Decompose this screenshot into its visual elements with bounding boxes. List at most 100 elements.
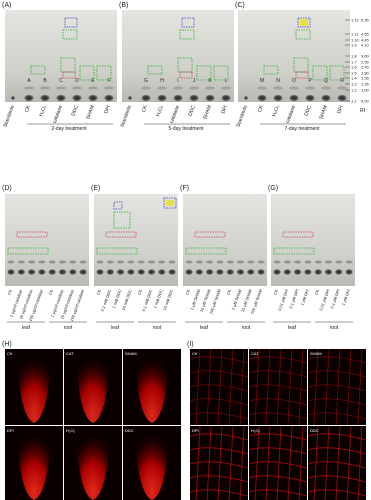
cell-wall: [307, 425, 367, 500]
group-label: leaf: [288, 325, 297, 331]
band: [289, 86, 299, 90]
rf-value: 3.60: [361, 54, 370, 59]
marker-box: [147, 65, 163, 75]
lane-letter: H: [160, 78, 164, 84]
rf-value: 1.55: [361, 76, 370, 81]
spot: [185, 260, 193, 264]
panel-label: (H): [2, 341, 12, 348]
lane-letter: N: [276, 78, 280, 84]
lane-letter: B: [43, 78, 47, 84]
marker-box: [312, 65, 328, 81]
rf-value: 4.65: [361, 32, 370, 37]
lane-label: Standards: [2, 104, 16, 128]
lane-label: CK: [95, 288, 102, 295]
marker-box: [194, 231, 226, 238]
lane-label: catalase: [285, 104, 297, 124]
rf-value: 5.35: [361, 18, 370, 23]
lane-label: 0.1 μM DPI: [288, 289, 300, 310]
band: [257, 86, 267, 90]
lane-label: 0.1 mM DDC: [141, 289, 154, 313]
band: [157, 86, 167, 90]
spot: [337, 94, 347, 102]
lane-letter: E: [91, 78, 95, 84]
band: [104, 86, 114, 90]
marker-box: [163, 197, 177, 209]
spot: [11, 96, 15, 100]
spot: [141, 94, 151, 102]
panel-label: (A): [2, 2, 11, 9]
marker-box: [105, 231, 137, 238]
rf-value: 1.35: [361, 82, 370, 87]
lane-label: CK: [137, 288, 144, 295]
treatment-label: 2-day treatment: [51, 126, 87, 132]
lane-label: CK: [24, 104, 32, 113]
panel-label: (D): [2, 185, 12, 192]
spot: [127, 260, 135, 264]
image-label: DPI: [7, 428, 14, 433]
spot: [58, 269, 67, 275]
rf-id: 1.8: [351, 54, 357, 59]
rf-id: 1.12: [351, 18, 360, 23]
spot: [7, 260, 15, 264]
spot: [37, 269, 46, 275]
micrograph: [249, 349, 307, 425]
lane-letter: L: [225, 78, 228, 84]
spot: [27, 269, 36, 275]
cell-wall: [189, 348, 249, 426]
spot: [117, 260, 125, 264]
cell-wall: [307, 425, 367, 500]
spot: [273, 260, 281, 264]
spot: [314, 269, 323, 275]
lane-label: H₂O₂: [271, 105, 281, 118]
spot: [244, 96, 248, 100]
group-label: root: [64, 325, 73, 331]
lane-label: SHAM: [318, 105, 329, 121]
image-label: H₂O₂: [251, 428, 261, 433]
spot: [168, 260, 176, 264]
spot: [226, 260, 234, 264]
cell-wall: [307, 348, 367, 426]
spot: [28, 260, 36, 264]
spot: [24, 94, 34, 102]
spot: [221, 94, 231, 102]
band: [273, 86, 283, 90]
rf-id: 1.2: [351, 88, 357, 93]
highlight: [166, 200, 174, 206]
rf-id: 1.3: [351, 82, 357, 87]
panel-label: (G): [268, 185, 278, 192]
lane-label: Standards: [119, 104, 133, 128]
lane-letter: A: [27, 78, 31, 84]
band: [337, 86, 347, 90]
lane-label: DDC: [71, 104, 80, 117]
spot: [304, 260, 312, 264]
lane-letter: O: [292, 78, 296, 84]
marker-box: [273, 247, 315, 255]
marker-box: [295, 29, 311, 40]
spot: [88, 94, 98, 102]
panel-label: (F): [180, 185, 189, 192]
band: [321, 86, 331, 90]
micrograph: [308, 349, 366, 425]
root-tip: [17, 349, 51, 423]
marker-box: [196, 65, 212, 81]
spot: [237, 260, 244, 264]
cell-wall: [189, 348, 249, 426]
rf-value: 1.80: [361, 71, 370, 76]
group-label: root: [242, 325, 251, 331]
lane-label: H₂O₂: [155, 105, 165, 118]
lane-label: CK: [141, 104, 149, 113]
group-label: leaf: [200, 325, 209, 331]
group-label: root: [153, 325, 162, 331]
spot: [104, 94, 114, 102]
spot: [157, 94, 167, 102]
lane-label: Standards: [235, 104, 249, 128]
lane-letter: P: [308, 78, 312, 84]
cell-wall: [248, 348, 308, 426]
lane-label: 0.1 μM DPI: [329, 289, 341, 310]
lane-label: 10 mM DDC: [162, 289, 174, 311]
lane-letter: G: [144, 78, 148, 84]
rf-id: 1.4: [351, 76, 357, 81]
spot: [273, 269, 281, 275]
spot: [257, 269, 266, 275]
band: [173, 86, 183, 90]
